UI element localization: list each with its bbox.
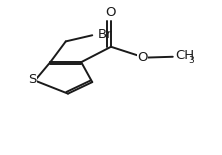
Text: Br: Br [98, 28, 112, 41]
Text: 3: 3 [189, 56, 194, 65]
Text: CH: CH [175, 49, 194, 62]
Text: O: O [137, 51, 148, 64]
Text: S: S [28, 73, 37, 86]
Text: O: O [106, 7, 116, 20]
